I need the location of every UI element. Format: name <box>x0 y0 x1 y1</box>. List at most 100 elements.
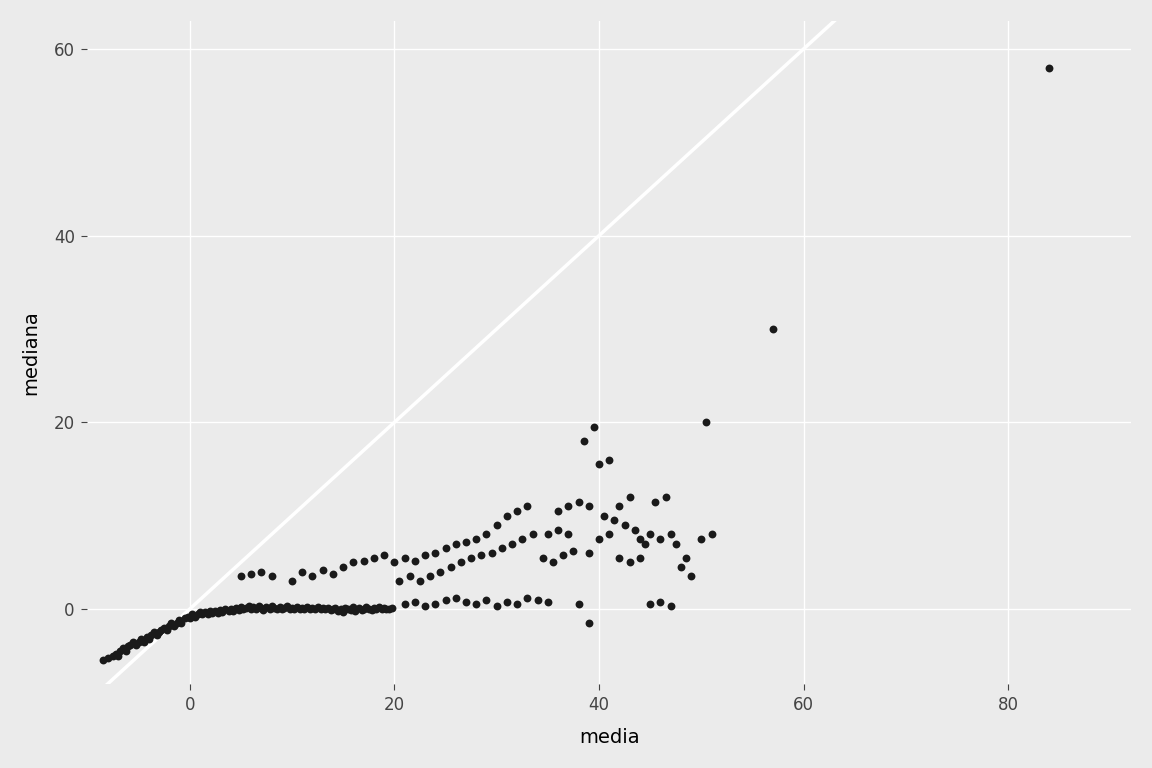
Point <box>342 604 361 616</box>
Point <box>182 607 200 620</box>
Point <box>377 603 395 615</box>
Point <box>661 528 680 541</box>
Point <box>313 602 332 614</box>
Point <box>119 641 137 653</box>
Point <box>355 603 373 615</box>
Point <box>365 602 384 614</box>
Point <box>344 556 363 568</box>
Point <box>579 547 598 559</box>
Point <box>533 551 552 564</box>
Point <box>426 598 445 611</box>
Point <box>426 547 445 559</box>
Point <box>384 602 402 614</box>
Point <box>121 638 139 650</box>
Point <box>274 602 293 614</box>
X-axis label: media: media <box>579 728 639 747</box>
Point <box>107 647 126 660</box>
Point <box>336 602 355 614</box>
Point <box>303 571 321 583</box>
Point <box>483 547 501 559</box>
Point <box>600 454 619 466</box>
Point <box>168 617 187 629</box>
Point <box>173 617 191 629</box>
Point <box>697 416 715 429</box>
Point <box>295 603 313 615</box>
Point <box>305 603 324 615</box>
Point <box>579 617 598 629</box>
Point <box>554 549 573 561</box>
Point <box>447 591 465 604</box>
Point <box>651 533 669 545</box>
Point <box>199 607 218 620</box>
Point <box>206 605 225 617</box>
Point <box>131 633 150 645</box>
Point <box>334 606 353 618</box>
Point <box>477 528 495 541</box>
Point <box>124 636 143 648</box>
Point <box>311 603 329 615</box>
Point <box>487 600 506 612</box>
Point <box>356 601 374 614</box>
Point <box>127 638 145 650</box>
Point <box>227 602 245 614</box>
Point <box>441 561 460 573</box>
Point <box>237 602 256 614</box>
Point <box>196 606 214 618</box>
Point <box>585 421 604 433</box>
Point <box>416 549 434 561</box>
Point <box>111 645 129 657</box>
Point <box>217 603 235 615</box>
Point <box>431 565 449 578</box>
Point <box>452 556 470 568</box>
Point <box>324 568 342 580</box>
Point <box>200 605 219 617</box>
Point <box>508 505 526 517</box>
Point <box>605 515 623 527</box>
Point <box>437 542 455 554</box>
Point <box>154 621 173 634</box>
Point <box>513 533 531 545</box>
Point <box>373 603 392 615</box>
Point <box>539 528 558 541</box>
Point <box>467 598 485 611</box>
Point <box>324 603 342 615</box>
Point <box>631 551 650 564</box>
Point <box>590 458 608 471</box>
Point <box>147 629 166 641</box>
Point <box>244 601 263 614</box>
Point <box>185 611 204 623</box>
Point <box>242 603 260 615</box>
Point <box>203 607 221 619</box>
Point <box>344 601 363 614</box>
Point <box>282 575 301 588</box>
Point <box>523 528 541 541</box>
Point <box>391 575 409 588</box>
Point <box>365 551 384 564</box>
Point <box>165 620 183 632</box>
Point <box>518 591 537 604</box>
Point <box>518 500 537 512</box>
Point <box>457 536 476 548</box>
Point <box>281 603 300 615</box>
Point <box>641 528 659 541</box>
Point <box>457 595 476 607</box>
Point <box>139 633 158 645</box>
Point <box>502 538 521 550</box>
Point <box>487 519 506 531</box>
Point <box>615 519 634 531</box>
Point <box>99 651 118 664</box>
Point <box>104 650 122 662</box>
Point <box>559 528 577 541</box>
Point <box>255 604 273 616</box>
Point <box>611 500 629 512</box>
Point <box>385 556 403 568</box>
Point <box>313 564 332 576</box>
Point <box>328 605 347 617</box>
Point <box>401 571 419 583</box>
Point <box>213 606 232 618</box>
Point <box>626 524 644 536</box>
Point <box>118 645 136 657</box>
Point <box>170 614 189 627</box>
Point <box>564 545 583 558</box>
Point <box>135 636 153 648</box>
